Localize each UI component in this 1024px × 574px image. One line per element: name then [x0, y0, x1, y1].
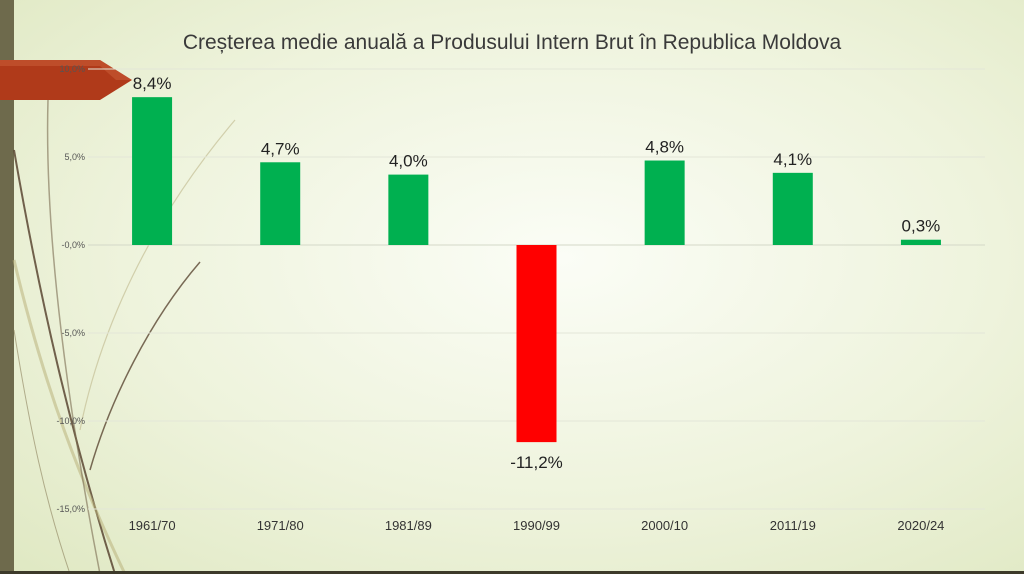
- slide-bottom-line: [0, 571, 1024, 574]
- category-label: 1961/70: [129, 518, 176, 533]
- category-label: 2020/24: [897, 518, 944, 533]
- category-label: 2000/10: [641, 518, 688, 533]
- bar: [260, 162, 301, 245]
- data-label: -11,2%: [510, 453, 563, 472]
- data-label: 0,3%: [902, 217, 941, 236]
- bar: [644, 160, 685, 245]
- category-label: 1990/99: [513, 518, 560, 533]
- slide-left-bar: [0, 0, 14, 574]
- category-label: 1981/89: [385, 518, 432, 533]
- accent-arrow: [0, 60, 132, 100]
- y-tick-label: -15,0%: [56, 504, 85, 514]
- data-label: 4,1%: [773, 150, 812, 169]
- data-label: 8,4%: [133, 74, 172, 93]
- y-tick-label: -5,0%: [61, 328, 85, 338]
- category-label: 1971/80: [257, 518, 304, 533]
- y-tick-label: 10,0%: [59, 64, 85, 74]
- chart-title: Creșterea medie anuală a Produsului Inte…: [182, 31, 842, 54]
- bar: [132, 97, 173, 245]
- bar: [516, 245, 557, 443]
- y-tick-label: -10,0%: [56, 416, 85, 426]
- data-label: 4,7%: [261, 139, 300, 158]
- data-label: 4,8%: [645, 138, 684, 157]
- bar: [772, 172, 813, 245]
- bar: [900, 239, 941, 245]
- data-label: 4,0%: [389, 152, 428, 171]
- bar: [388, 174, 429, 245]
- y-tick-label: 5,0%: [64, 152, 85, 162]
- y-tick-label: -0,0%: [61, 240, 85, 250]
- category-label: 2011/19: [770, 518, 816, 533]
